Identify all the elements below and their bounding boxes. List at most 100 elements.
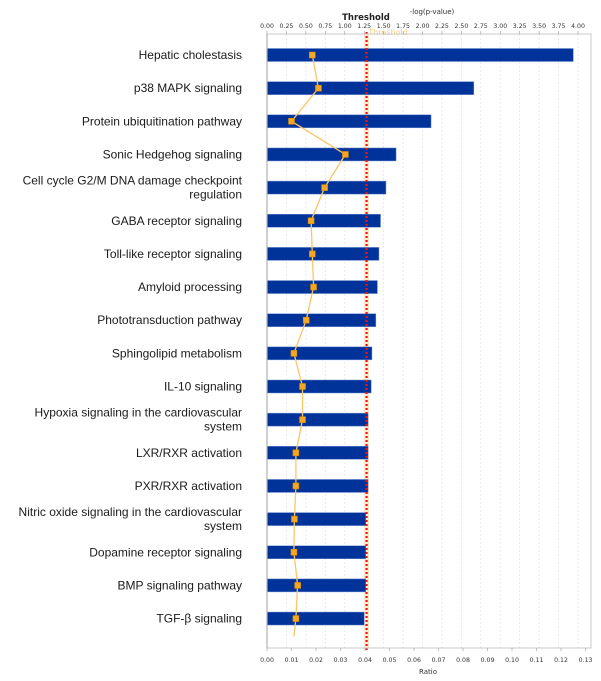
- category-label-line: IL-10 signaling: [164, 380, 242, 394]
- bottom-tick-label: 0.08: [456, 657, 470, 664]
- category-label-line: Sonic Hedgehog signaling: [103, 147, 242, 161]
- category-label-line: Toll-like receptor signaling: [104, 247, 242, 261]
- top-tick-label: 1.25: [357, 23, 371, 30]
- bottom-tick-label: 0.07: [432, 657, 446, 664]
- category-label: Dopamine receptor signaling: [89, 545, 242, 559]
- top-tick-label: 1.00: [338, 23, 352, 30]
- category-label-line: system: [204, 519, 242, 533]
- ratio-marker: [294, 582, 301, 589]
- bar: [266, 545, 366, 559]
- threshold-faint-label: Threshold: [367, 28, 407, 37]
- bar: [266, 611, 365, 626]
- bottom-tick-label: 0.03: [334, 657, 348, 664]
- bottom-tick-label: 0.11: [530, 657, 544, 664]
- top-tick-label: 2.25: [435, 23, 449, 30]
- ratio-marker: [307, 217, 315, 224]
- category-label: Amyloid processing: [138, 280, 242, 294]
- category-label: Nitric oxide signaling in the cardiovasc…: [19, 505, 242, 533]
- top-tick-label: 3.25: [513, 23, 527, 30]
- top-axis: Threshold -log(p-value) 0.00 0.25 0.50 0.75…: [260, 8, 585, 34]
- bottom-axis: Ratio 0.00 0.01 0.02 0.03 0.04 0.05 0.06 0.07 0.…: [260, 648, 592, 676]
- top-tick-label: 0.25: [280, 23, 294, 30]
- ratio-marker: [292, 615, 300, 622]
- bottom-axis-title: Ratio: [419, 668, 437, 676]
- ratio-marker: [342, 151, 349, 158]
- ratio-marker: [299, 383, 306, 390]
- bar: [266, 578, 366, 593]
- plot-frame: [266, 33, 592, 649]
- bottom-tick-label: 0.13: [579, 657, 593, 664]
- category-label-line: Dopamine receptor signaling: [89, 545, 242, 559]
- ratio-marker: [309, 51, 316, 59]
- top-tick-label: 2.00: [416, 23, 430, 30]
- bar: [266, 446, 369, 460]
- threshold-title: Threshold: [342, 13, 390, 23]
- category-label-line: system: [204, 420, 242, 434]
- top-tick-label: 3.00: [493, 23, 507, 30]
- bottom-tick-label: 0.12: [554, 657, 568, 664]
- ratio-marker: [299, 416, 306, 423]
- ratio-marker: [310, 283, 317, 291]
- category-label-line: regulation: [189, 188, 242, 202]
- top-tick-label: 3.50: [532, 23, 546, 30]
- bar: [266, 313, 377, 327]
- ratio-marker: [309, 250, 316, 258]
- top-tick-label: 4.00: [571, 23, 585, 30]
- category-label-line: Amyloid processing: [138, 280, 242, 294]
- ratio-marker: [292, 482, 300, 490]
- category-label: Protein ubiquitination pathway: [82, 114, 242, 128]
- ratio-marker: [288, 118, 295, 125]
- bar: [266, 512, 366, 526]
- bottom-tick-label: 0.05: [383, 657, 397, 664]
- category-label: Cell cycle G2/M DNA damage checkpoint reg…: [23, 174, 243, 202]
- category-label-line: PXR/RXR activation: [135, 479, 242, 493]
- bar: [266, 346, 373, 361]
- top-tick-label: 0.75: [318, 23, 332, 30]
- top-tick-label: 2.50: [454, 23, 468, 30]
- bottom-tick-label: 0.06: [407, 657, 421, 664]
- bar: [266, 280, 378, 294]
- ratio-marker: [315, 84, 322, 92]
- category-label-line: BMP signaling pathway: [117, 578, 242, 592]
- category-label: Hepatic cholestasis: [139, 48, 242, 62]
- category-label: GABA receptor signaling: [111, 214, 242, 228]
- category-label: Sonic Hedgehog signaling: [103, 147, 242, 161]
- bar: [266, 247, 380, 261]
- top-tick-label: 3.75: [552, 23, 566, 30]
- ratio-marker: [290, 549, 298, 556]
- top-tick-label: 0.00: [260, 23, 274, 30]
- bottom-tick-label: 0.09: [481, 657, 495, 664]
- category-label-line: Hypoxia signaling in the cardiovascular: [35, 406, 242, 420]
- category-label-line: Sphingolipid metabolism: [112, 346, 242, 360]
- category-label: Hypoxia signaling in the cardiovascular s…: [35, 406, 242, 434]
- category-labels: Hepatic cholestasis p38 MAPK signaling Pro…: [19, 48, 243, 626]
- ratio-marker: [321, 184, 328, 191]
- category-label: TGF-β signaling: [156, 612, 242, 626]
- bottom-tick-label: 0.02: [309, 657, 323, 664]
- category-label-line: Phototransduction pathway: [97, 313, 242, 327]
- ratio-marker: [292, 449, 300, 457]
- bar: [266, 214, 381, 228]
- top-tick-label: 0.50: [299, 23, 313, 30]
- category-label-line: Protein ubiquitination pathway: [82, 114, 242, 128]
- category-label-line: Hepatic cholestasis: [139, 48, 242, 62]
- category-label-line: TGF-β signaling: [156, 612, 242, 626]
- category-label-line: Nitric oxide signaling in the cardiovasc…: [19, 505, 242, 519]
- category-label-line: GABA receptor signaling: [111, 214, 242, 228]
- bar: [266, 412, 369, 427]
- category-label: Sphingolipid metabolism: [112, 346, 242, 360]
- ratio-line: [288, 51, 349, 637]
- category-label: LXR/RXR activation: [136, 446, 242, 460]
- top-tick-label: 1.75: [396, 23, 410, 30]
- top-tick-label: 1.50: [377, 23, 391, 30]
- bottom-tick-label: 0.00: [260, 657, 274, 664]
- bottom-tick-label: 0.04: [358, 657, 372, 664]
- bottom-tick-label: 0.10: [505, 657, 519, 664]
- category-label: PXR/RXR activation: [135, 479, 242, 493]
- bar: [266, 479, 369, 493]
- bar: [266, 81, 475, 95]
- category-label: IL-10 signaling: [164, 380, 242, 394]
- ratio-marker: [290, 350, 298, 357]
- bar: [266, 379, 372, 394]
